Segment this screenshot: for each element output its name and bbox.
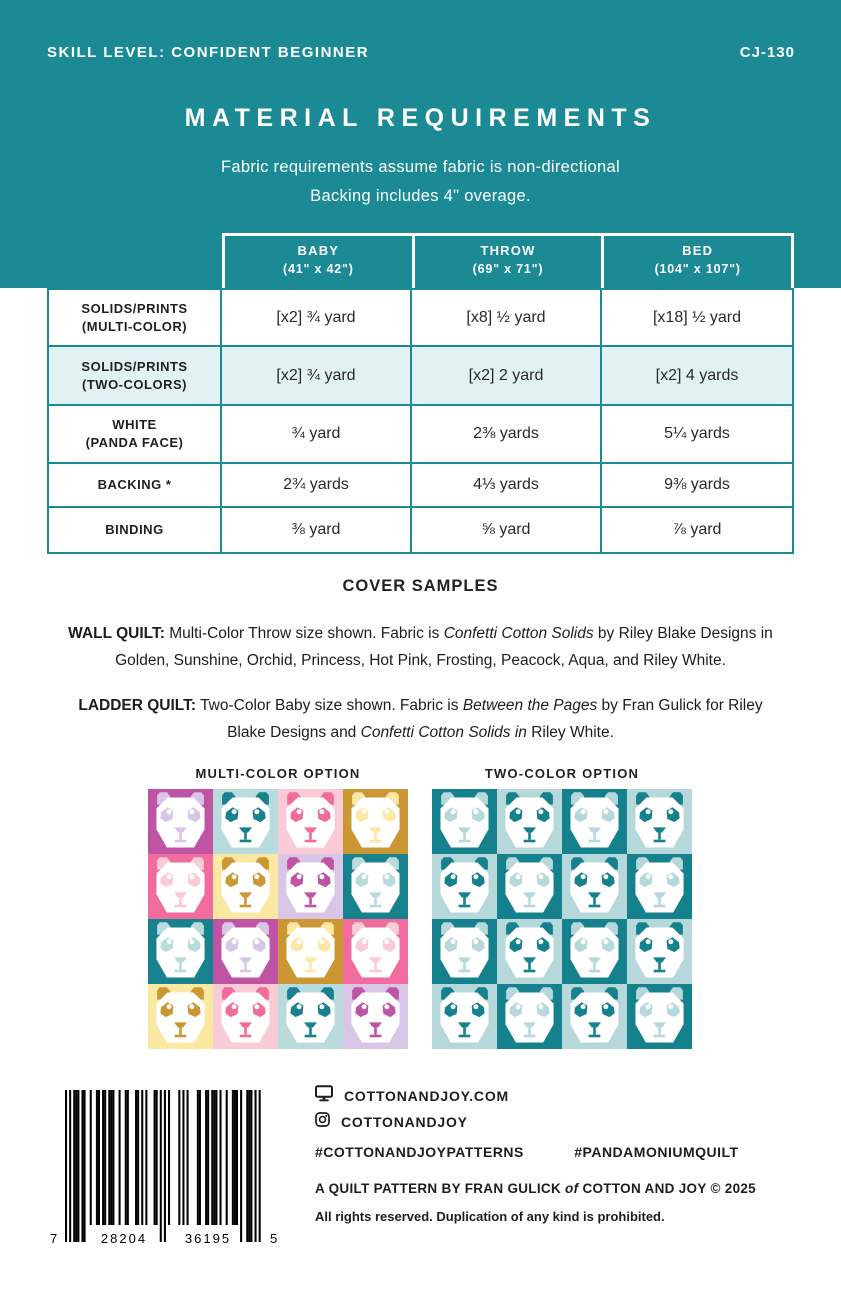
instagram-handle: COTTONANDJOY [341,1114,468,1130]
panda-block [343,919,408,984]
panda-block [278,984,343,1049]
panda-block [627,919,692,984]
monitor-icon [315,1085,333,1107]
panda-block [497,919,562,984]
two-color-quilt-image [432,789,692,1049]
panda-block [148,919,213,984]
table-cell: 9⅜ yards [602,464,792,508]
barcode-bars [65,1090,261,1242]
table-cell: 2⅜ yards [412,406,602,464]
table-header-bed: BED (104" x 107") [601,236,791,288]
table-cell: [x2] 2 yard [412,347,602,406]
hashtag-quilt: #PANDAMONIUMQUILT [574,1144,739,1160]
table-row-label: BACKING * [49,464,222,508]
website-url: COTTONANDJOY.COM [344,1088,509,1104]
barcode-digit: 5 [270,1231,278,1246]
panda-block [432,919,497,984]
panda-block [627,789,692,854]
panda-block [432,984,497,1049]
instagram-icon [315,1112,330,1132]
multi-color-quilt-image [148,789,408,1049]
ladder-quilt-description: LADDER QUILT: Two-Color Baby size shown.… [78,697,763,741]
hashtags-row: #COTTONANDJOYPATTERNS #PANDAMONIUMQUILT [315,1144,739,1160]
upc-barcode: 7 28204 36195 5 [50,1090,340,1258]
panda-block [562,789,627,854]
panda-block [148,984,213,1049]
table-row-label: SOLIDS/PRINTS (TWO-COLORS) [49,347,222,406]
panda-block [562,854,627,919]
website-row: COTTONANDJOY.COM [315,1085,509,1107]
table-cell: ⅝ yard [412,508,602,552]
table-cell: [x2] 4 yards [602,347,792,406]
panda-block [627,854,692,919]
panda-block [278,854,343,919]
table-row-label: BINDING [49,508,222,552]
table-cell: [x2] ¾ yard [222,290,412,347]
table-header-throw: THROW (69" x 71") [411,236,602,288]
table-header-row: BABY (41" x 42") THROW (69" x 71") BED (… [222,233,794,288]
panda-block [432,789,497,854]
panda-block [213,789,278,854]
table-cell: 4⅓ yards [412,464,602,508]
cover-samples-heading: COVER SAMPLES [342,577,499,595]
panda-block [278,919,343,984]
barcode-digit: 7 [50,1231,58,1246]
table-cell: [x8] ½ yard [412,290,602,347]
panda-block [343,984,408,1049]
panda-block [213,984,278,1049]
table-header-baby: BABY (41" x 42") [222,236,412,288]
table-cell: ⅜ yard [222,508,412,552]
subtitle-line-2: Backing includes 4" overage. [310,187,531,205]
panda-block [562,984,627,1049]
two-color-option-label: TWO-COLOR OPTION [484,766,640,781]
panda-block [497,854,562,919]
barcode-digits-right: 36195 [184,1231,232,1246]
table-cell: [x2] ¾ yard [222,347,412,406]
table-cell: [x18] ½ yard [602,290,792,347]
panda-block [497,984,562,1049]
skill-level-text: SKILL LEVEL: CONFIDENT BEGINNER [47,44,370,61]
panda-block [432,854,497,919]
instagram-row: COTTONANDJOY [315,1112,468,1132]
panda-block [213,854,278,919]
page-title: MATERIAL REQUIREMENTS [184,104,657,132]
table-cell: ¾ yard [222,406,412,464]
table-cell: 5¼ yards [602,406,792,464]
panda-block [148,854,213,919]
material-requirements-table: SOLIDS/PRINTS (MULTI-COLOR) [x2] ¾ yard [… [47,288,794,554]
table-cell: 2¾ yards [222,464,412,508]
panda-block [148,789,213,854]
panda-block [343,789,408,854]
panda-block [213,919,278,984]
credit-line: A QUILT PATTERN BY FRAN GULICK of COTTON… [315,1181,756,1196]
multi-color-option-label: MULTI-COLOR OPTION [195,766,361,781]
panda-block [562,919,627,984]
table-row-label: WHITE (PANDA FACE) [49,406,222,464]
subtitle-line-1: Fabric requirements assume fabric is non… [221,158,620,176]
hashtag-patterns: #COTTONANDJOYPATTERNS [315,1144,524,1160]
header-band: SKILL LEVEL: CONFIDENT BEGINNER CJ-130 M… [0,0,841,288]
rights-line: All rights reserved. Duplication of any … [315,1209,665,1224]
panda-block [497,789,562,854]
panda-block [627,984,692,1049]
barcode-digits-left: 28204 [100,1231,148,1246]
table-row-label: SOLIDS/PRINTS (MULTI-COLOR) [49,290,222,347]
panda-block [343,854,408,919]
pattern-code: CJ-130 [739,44,795,61]
table-cell: ⅞ yard [672,521,722,538]
wall-quilt-description: WALL QUILT: Multi-Color Throw size shown… [68,625,773,669]
panda-block [278,789,343,854]
